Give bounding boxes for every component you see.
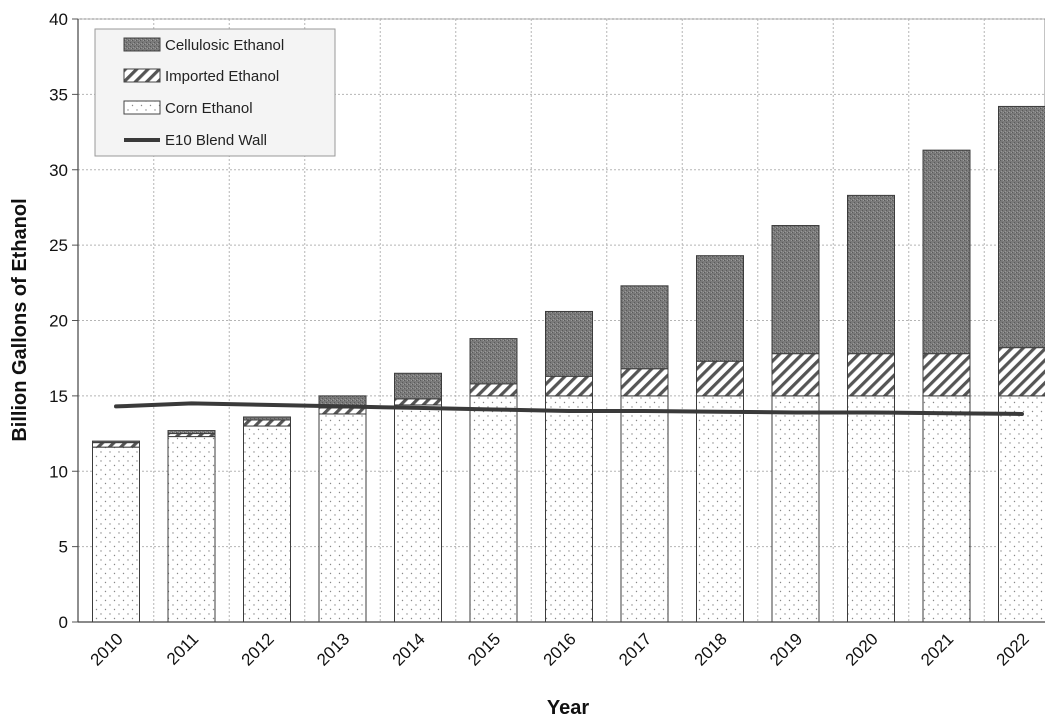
bars: [92, 105, 1045, 623]
bar-cellulosic-ethanol-2014: [394, 372, 442, 400]
bar-imported-ethanol-2018: [696, 360, 744, 397]
x-tick-label: 2020: [842, 629, 882, 669]
bar-corn-ethanol-2014: [394, 404, 442, 623]
legend-label-cellulosic: Cellulosic Ethanol: [165, 37, 284, 54]
x-tick-label: 2018: [691, 629, 731, 669]
bar-imported-ethanol-2020: [847, 353, 895, 397]
bar-imported-ethanol-2017: [620, 368, 669, 397]
bar-cellulosic-ethanol-2010: [92, 440, 140, 444]
x-tick-label: 2017: [615, 629, 655, 669]
blend-wall-line-group: [114, 401, 1024, 416]
y-tick-label: 10: [49, 462, 68, 481]
x-axis-title: Year: [547, 697, 589, 716]
legend-label-imported: Imported Ethanol: [165, 68, 279, 85]
bar-corn-ethanol-2019: [771, 395, 820, 623]
legend-label-corn: Corn Ethanol: [165, 100, 253, 117]
y-tick-label: 25: [49, 236, 68, 255]
bar-imported-ethanol-2013: [318, 407, 367, 415]
bar-cellulosic-ethanol-2011: [167, 430, 216, 435]
y-axis-title: Billion Gallons of Ethanol: [9, 198, 31, 441]
bar-corn-ethanol-2010: [92, 446, 140, 623]
x-tick-label: 2022: [993, 629, 1033, 669]
bar-cellulosic-ethanol-2022: [998, 105, 1045, 349]
bar-imported-ethanol-2014: [394, 398, 442, 406]
x-tick-label: 2019: [766, 629, 806, 669]
y-tick-label: 5: [59, 538, 68, 557]
bar-cellulosic-ethanol-2016: [545, 310, 593, 377]
y-tick-label: 35: [49, 85, 68, 104]
bar-corn-ethanol-2017: [620, 395, 669, 623]
bar-corn-ethanol-2018: [696, 395, 744, 623]
bar-cellulosic-ethanol-2018: [696, 255, 744, 362]
bar-corn-ethanol-2015: [469, 395, 518, 623]
y-tick-label: 20: [49, 312, 68, 331]
y-tick-label: 15: [49, 387, 68, 406]
bar-corn-ethanol-2021: [922, 395, 971, 623]
x-tick-label: 2021: [917, 629, 957, 669]
legend-label-blend-wall: E10 Blend Wall: [165, 132, 267, 149]
bar-cellulosic-ethanol-2012: [243, 416, 291, 421]
x-tick-label: 2012: [238, 629, 278, 669]
bar-corn-ethanol-2022: [998, 395, 1045, 623]
bar-imported-ethanol-2015: [469, 383, 518, 397]
legend-swatch-corn: [123, 100, 161, 115]
x-tick-label: 2014: [389, 629, 429, 669]
e10-blend-wall-line: [114, 401, 1024, 416]
legend: Cellulosic Ethanol Imported Ethanol Corn…: [94, 28, 336, 157]
legend-swatch-imported: [123, 68, 161, 83]
y-tick-label: 30: [49, 161, 68, 180]
y-tick-label: 0: [59, 613, 68, 632]
x-tick-label: 2010: [87, 629, 127, 669]
legend-swatch-cellulosic: [123, 37, 161, 52]
bar-corn-ethanol-2020: [847, 395, 895, 623]
bar-imported-ethanol-2022: [998, 347, 1045, 397]
bar-cellulosic-ethanol-2019: [771, 225, 820, 355]
bar-imported-ethanol-2010: [92, 442, 140, 448]
bar-imported-ethanol-2021: [922, 353, 971, 397]
bar-imported-ethanol-2019: [771, 353, 820, 397]
bar-imported-ethanol-2016: [545, 375, 593, 397]
bar-corn-ethanol-2011: [167, 436, 216, 623]
bar-cellulosic-ethanol-2020: [847, 194, 895, 355]
bar-cellulosic-ethanol-2017: [620, 285, 669, 370]
bar-cellulosic-ethanol-2021: [922, 149, 971, 355]
bar-corn-ethanol-2012: [243, 425, 291, 623]
x-tick-label: 2011: [163, 629, 202, 668]
x-tick-label: 2015: [464, 629, 504, 669]
bar-imported-ethanol-2012: [243, 419, 291, 427]
y-tick-label: 40: [49, 10, 68, 29]
bar-cellulosic-ethanol-2015: [469, 338, 518, 385]
bar-corn-ethanol-2016: [545, 395, 593, 623]
x-tick-label: 2016: [540, 629, 580, 669]
bar-corn-ethanol-2013: [318, 413, 367, 623]
x-tick-label: 2013: [313, 629, 353, 669]
